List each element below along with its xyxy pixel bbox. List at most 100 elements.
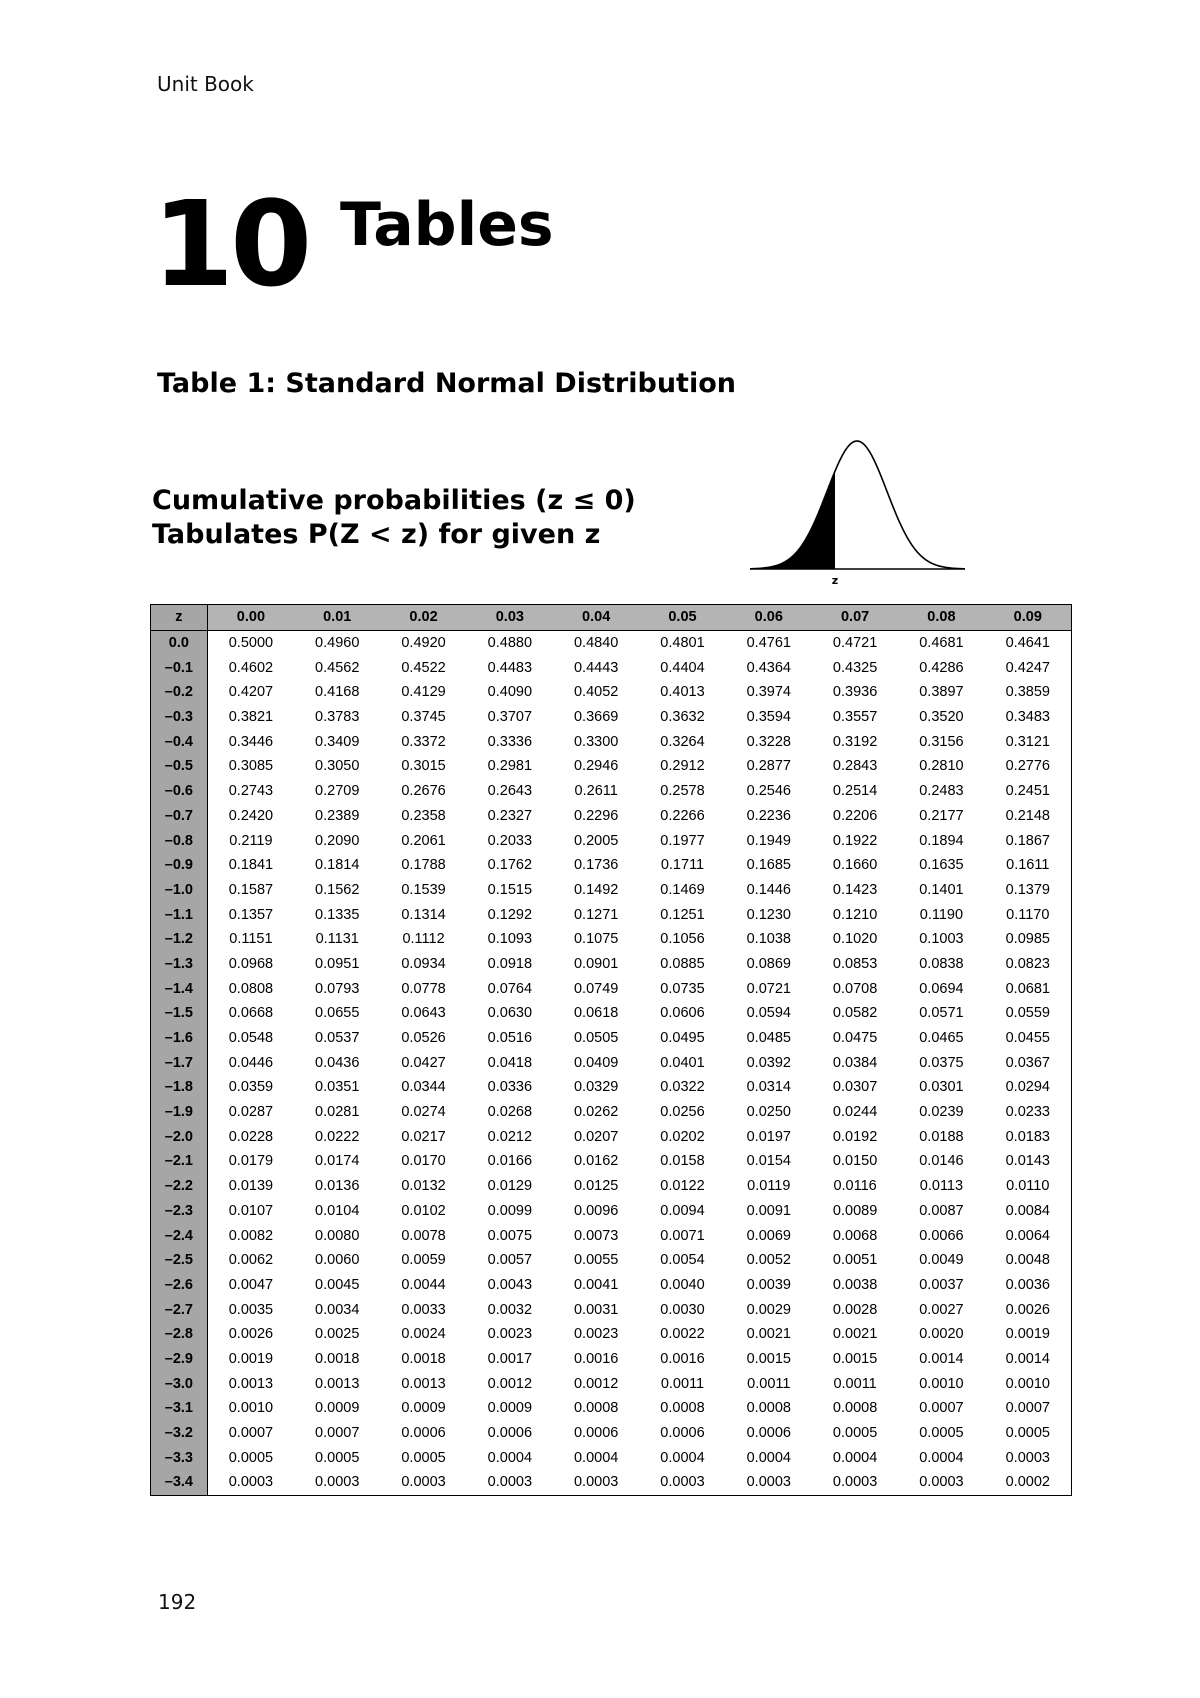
probability-cell: 0.4129 bbox=[401, 684, 446, 701]
probability-cell: 0.0048 bbox=[1005, 1252, 1050, 1269]
probability-cell: 0.4840 bbox=[573, 635, 619, 652]
probability-cell: 0.0009 bbox=[487, 1400, 533, 1417]
probability-cell: 0.0869 bbox=[746, 955, 791, 972]
page-number: 192 bbox=[158, 1590, 197, 1614]
probability-cell: 0.0217 bbox=[401, 1128, 446, 1145]
probability-cell: 0.0735 bbox=[660, 980, 705, 997]
probability-cell: 0.1736 bbox=[573, 857, 619, 874]
probability-cell: 0.0143 bbox=[1005, 1153, 1050, 1170]
probability-cell: 0.0401 bbox=[660, 1054, 705, 1071]
table-header-row: z 0.00 0.01 0.02 0.03 0.04 0.05 0.06 0.07 0.08 0.… bbox=[150, 604, 1072, 631]
probability-cell: 0.2451 bbox=[1005, 783, 1050, 800]
probability-cell: 0.0197 bbox=[746, 1128, 791, 1145]
table-row: 0.0 0.5000 0.4960 0.4920 0.4880 0.4840 0.4801 0… bbox=[150, 630, 1072, 656]
probability-cell: 0.0068 bbox=[832, 1227, 878, 1244]
probability-cell: 0.0049 bbox=[919, 1252, 964, 1269]
z-value-cell: –3.0 bbox=[150, 1371, 208, 1396]
probability-cell: 0.0392 bbox=[746, 1054, 791, 1071]
probability-cell: 0.0096 bbox=[573, 1202, 619, 1219]
probability-cell: 0.4641 bbox=[1005, 635, 1050, 652]
probability-cell: 0.1210 bbox=[832, 906, 878, 923]
probability-cell: 0.2810 bbox=[919, 758, 964, 775]
z-value-cell: –2.4 bbox=[150, 1223, 208, 1248]
probability-cell: 0.0026 bbox=[228, 1326, 274, 1343]
probability-cell: 0.0594 bbox=[746, 1005, 791, 1022]
probability-cell: 0.1093 bbox=[487, 931, 533, 948]
probability-cell: 0.1423 bbox=[832, 881, 878, 898]
probability-cell: 0.0132 bbox=[401, 1178, 446, 1195]
probability-cell: 0.0174 bbox=[315, 1153, 360, 1170]
z-value-cell: –1.8 bbox=[150, 1075, 208, 1100]
probability-cell: 0.0007 bbox=[1005, 1400, 1050, 1417]
table-row: –2.9 0.0019 0.0018 0.0018 0.0017 0.0016 0.0016… bbox=[150, 1346, 1072, 1372]
probability-cell: 0.4052 bbox=[573, 684, 619, 701]
probability-cell: 0.0034 bbox=[315, 1301, 360, 1318]
probability-cell: 0.0336 bbox=[487, 1079, 533, 1096]
probability-cell: 0.0003 bbox=[487, 1474, 533, 1491]
probability-cell: 0.0559 bbox=[1005, 1005, 1050, 1022]
probability-cell: 0.1562 bbox=[315, 881, 360, 898]
probability-cell: 0.0139 bbox=[228, 1178, 274, 1195]
probability-cell: 0.2743 bbox=[228, 783, 274, 800]
probability-cell: 0.0004 bbox=[832, 1449, 878, 1466]
z-value-cell: –2.6 bbox=[150, 1272, 208, 1298]
probability-cell: 0.0136 bbox=[315, 1178, 360, 1195]
probability-cell: 0.0418 bbox=[487, 1054, 533, 1071]
probability-cell: 0.1841 bbox=[228, 857, 274, 874]
table-row: –0.2 0.4207 0.4168 0.4129 0.4090 0.4052 0.4013… bbox=[150, 680, 1072, 705]
table-row: –1.3 0.0968 0.0951 0.0934 0.0918 0.0901 0.0885… bbox=[150, 951, 1072, 977]
probability-cell: 0.1611 bbox=[1006, 857, 1050, 874]
probability-cell: 0.0274 bbox=[401, 1104, 446, 1121]
z-value-cell: –3.4 bbox=[150, 1470, 208, 1496]
probability-cell: 0.0012 bbox=[487, 1375, 533, 1392]
table-row: –3.0 0.0013 0.0013 0.0013 0.0012 0.0012 0.0011… bbox=[150, 1371, 1072, 1396]
subheading-line-1: Cumulative probabilities (z ≤ 0) bbox=[152, 485, 636, 516]
probability-cell: 0.2266 bbox=[660, 807, 705, 824]
probability-cell: 0.0039 bbox=[746, 1276, 791, 1293]
z-value-cell: –1.6 bbox=[150, 1025, 208, 1051]
probability-cell: 0.0436 bbox=[315, 1054, 360, 1071]
z-value-cell: –1.5 bbox=[150, 1001, 208, 1026]
table-row: –2.1 0.0179 0.0174 0.0170 0.0166 0.0162 0.0158… bbox=[150, 1149, 1072, 1174]
subheading-line-2: Tabulates P(Z < z) for given z bbox=[152, 519, 601, 550]
probability-cell: 0.0110 bbox=[1006, 1178, 1050, 1195]
probability-cell: 0.0668 bbox=[228, 1005, 274, 1022]
probability-cell: 0.0146 bbox=[919, 1153, 964, 1170]
probability-cell: 0.0023 bbox=[573, 1326, 619, 1343]
probability-cell: 0.0020 bbox=[919, 1326, 964, 1343]
probability-cell: 0.0071 bbox=[660, 1227, 705, 1244]
probability-cell: 0.0007 bbox=[315, 1425, 360, 1442]
probability-cell: 0.0089 bbox=[832, 1202, 878, 1219]
z-value-cell: –1.4 bbox=[150, 976, 208, 1001]
probability-cell: 0.0006 bbox=[487, 1425, 533, 1442]
probability-cell: 0.0080 bbox=[315, 1227, 360, 1244]
probability-cell: 0.0505 bbox=[573, 1030, 619, 1047]
probability-cell: 0.3594 bbox=[746, 709, 791, 726]
probability-cell: 0.3372 bbox=[401, 733, 446, 750]
probability-cell: 0.1685 bbox=[746, 857, 791, 874]
table-row: –1.2 0.1151 0.1131 0.1112 0.1093 0.1075 0.1056… bbox=[150, 926, 1072, 952]
probability-cell: 0.0022 bbox=[660, 1326, 705, 1343]
probability-cell: 0.0021 bbox=[832, 1326, 878, 1343]
probability-cell: 0.0029 bbox=[746, 1301, 791, 1318]
probability-cell: 0.4920 bbox=[401, 635, 446, 652]
probability-cell: 0.0951 bbox=[315, 955, 360, 972]
z-value-cell: –2.8 bbox=[150, 1321, 208, 1347]
probability-cell: 0.4286 bbox=[919, 659, 964, 676]
probability-cell: 0.0113 bbox=[919, 1178, 964, 1195]
chapter-number: 10 bbox=[152, 175, 312, 313]
probability-cell: 0.3192 bbox=[832, 733, 878, 750]
probability-cell: 0.0040 bbox=[660, 1276, 705, 1293]
probability-cell: 0.0012 bbox=[573, 1375, 619, 1392]
probability-cell: 0.0262 bbox=[573, 1104, 619, 1121]
probability-cell: 0.0002 bbox=[1005, 1474, 1050, 1491]
probability-cell: 0.3015 bbox=[401, 758, 446, 775]
chapter-heading: 10 Tables bbox=[152, 175, 554, 313]
table-row: –1.4 0.0808 0.0793 0.0778 0.0764 0.0749 0.0735… bbox=[150, 976, 1072, 1001]
probability-cell: 0.3783 bbox=[315, 709, 360, 726]
probability-cell: 0.1020 bbox=[832, 931, 878, 948]
probability-cell: 0.0032 bbox=[487, 1301, 533, 1318]
probability-cell: 0.0571 bbox=[919, 1005, 964, 1022]
probability-cell: 0.0003 bbox=[573, 1474, 619, 1491]
z-value-cell: –1.7 bbox=[150, 1050, 208, 1076]
